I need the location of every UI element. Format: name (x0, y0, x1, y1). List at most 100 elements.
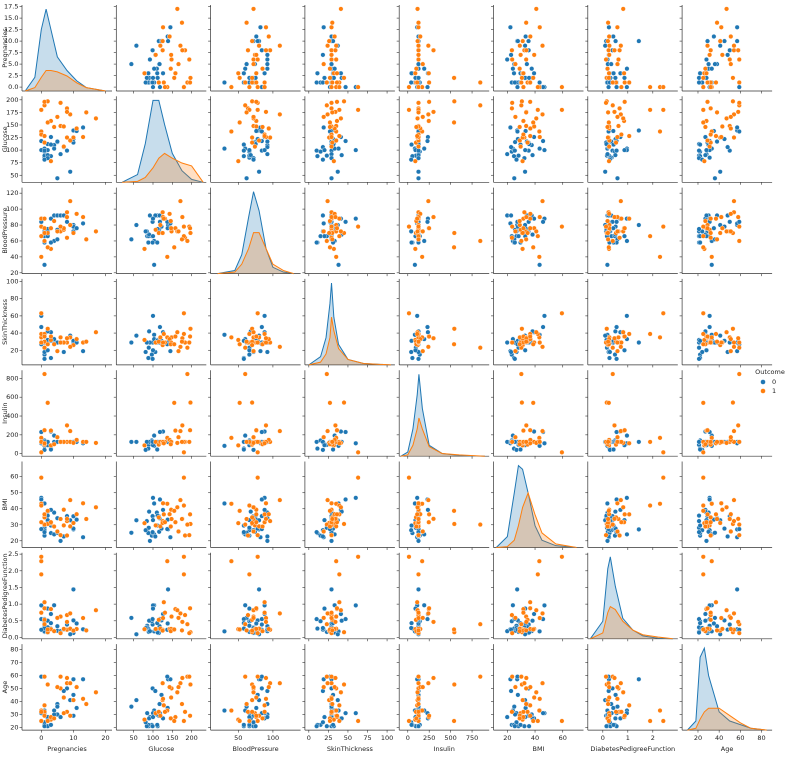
kde-line (25, 70, 106, 92)
scatter-point (42, 157, 48, 163)
scatter-point (255, 310, 261, 316)
scatter-point (523, 422, 529, 428)
scatter-point (406, 224, 412, 230)
scatter-point (329, 627, 335, 633)
scatter-point (64, 209, 70, 215)
scatter-point (324, 621, 330, 627)
scatter-point (713, 599, 719, 605)
scatter-point (128, 236, 134, 242)
scatter-point (537, 340, 543, 346)
scatter-point (255, 439, 261, 445)
scatter-point (451, 626, 457, 632)
scatter-point (172, 334, 178, 340)
y-tick-label: 80 (10, 295, 18, 303)
scatter-point (67, 497, 73, 503)
scatter-point (415, 339, 421, 345)
scatter-point (150, 714, 156, 720)
scatter-point (425, 610, 431, 616)
scatter-point (67, 222, 73, 228)
scatter-point (515, 38, 521, 44)
scatter-point (636, 439, 642, 445)
scatter-point (314, 616, 320, 622)
scatter-point (133, 697, 139, 703)
scatter-point (162, 519, 168, 525)
y-axis-label: DiabetesPedigreeFunction (1, 553, 9, 638)
scatter-point (522, 347, 528, 353)
y-axis-label: BloodPressure (1, 208, 9, 254)
scatter-point (336, 440, 342, 446)
scatter-point (724, 504, 730, 510)
scatter-point (620, 689, 626, 695)
scatter-point (540, 198, 546, 204)
scatter-point (409, 620, 415, 626)
scatter-point (517, 66, 523, 72)
scatter-point (333, 558, 339, 564)
scatter-point (660, 475, 666, 481)
scatter-point (241, 356, 247, 362)
scatter-point (610, 34, 616, 40)
scatter-point (520, 246, 526, 252)
scatter-point (321, 528, 327, 534)
scatter-point (38, 558, 44, 564)
scatter-point (333, 254, 339, 260)
scatter-point (724, 6, 730, 12)
scatter-point (150, 79, 156, 85)
scatter-point (540, 111, 546, 117)
scatter-point (336, 84, 342, 90)
scatter-point (527, 334, 533, 340)
scatter-point (533, 689, 539, 695)
scatter-point (620, 6, 626, 12)
scatter-point (246, 718, 252, 724)
scatter-point (520, 84, 526, 90)
scatter-point (332, 684, 338, 690)
scatter-point (614, 429, 620, 435)
scatter-point (157, 496, 163, 502)
scatter-point (636, 38, 642, 44)
scatter-point (325, 428, 331, 434)
x-tick-label: 150 (166, 734, 178, 742)
scatter-point (510, 602, 516, 608)
scatter-point (603, 532, 609, 538)
scatter-point (614, 228, 620, 234)
scatter-point (255, 340, 261, 346)
scatter-point (702, 441, 708, 447)
y-tick-label: 100 (6, 277, 18, 285)
scatter-point (451, 119, 457, 125)
scatter-point (187, 79, 193, 85)
scatter-point (141, 626, 147, 632)
y-tick-label: 60 (10, 671, 18, 679)
scatter-point (412, 70, 418, 76)
scatter-point (83, 701, 89, 707)
scatter-point (168, 225, 174, 231)
scatter-point (531, 52, 537, 58)
scatter-point (174, 689, 180, 695)
scatter-point (334, 427, 340, 433)
scatter-point (321, 615, 327, 621)
scatter-point (540, 680, 546, 686)
scatter-point (608, 61, 614, 67)
scatter-point (42, 427, 48, 433)
y-tick-label: 20 (10, 269, 18, 277)
scatter-point (45, 681, 51, 687)
scatter-point (251, 684, 257, 690)
scatter-point (42, 99, 48, 105)
scatter-point (93, 228, 99, 234)
scatter-point (153, 227, 159, 233)
scatter-point (179, 214, 185, 220)
scatter-point (697, 447, 703, 453)
scatter-point (181, 503, 187, 509)
scatter-point (713, 511, 719, 517)
scatter-point (314, 240, 320, 246)
scatter-point (257, 348, 263, 354)
scatter-point (540, 610, 546, 616)
x-tick-label: 25 (324, 734, 332, 742)
scatter-point (736, 526, 742, 532)
scatter-point (523, 20, 529, 26)
scatter-point (262, 84, 268, 90)
scatter-point (425, 43, 431, 49)
scatter-point (334, 79, 340, 85)
scatter-point (156, 617, 162, 623)
scatter-point (660, 84, 666, 90)
scatter-point (341, 521, 347, 527)
scatter-point (38, 310, 44, 316)
